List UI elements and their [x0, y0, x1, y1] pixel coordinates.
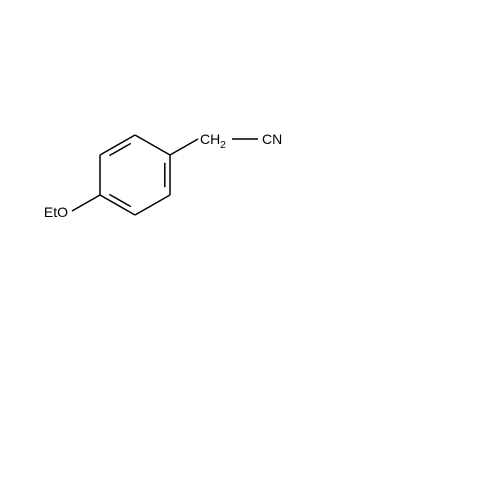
ring-double-bond	[109, 194, 130, 206]
ring-bond	[135, 135, 170, 155]
label-ch2: CH2	[200, 131, 226, 151]
ring-bond	[100, 135, 135, 155]
bond-to-eto	[72, 195, 100, 211]
label-eto: EtO	[44, 204, 68, 220]
chemical-structure: EtO CH2 CN	[0, 0, 500, 500]
ring-bond	[135, 195, 170, 215]
bond-to-ch2	[170, 139, 198, 155]
label-cn: CN	[262, 131, 282, 147]
ring-bond	[100, 195, 135, 215]
ring-double-bond	[109, 143, 130, 155]
